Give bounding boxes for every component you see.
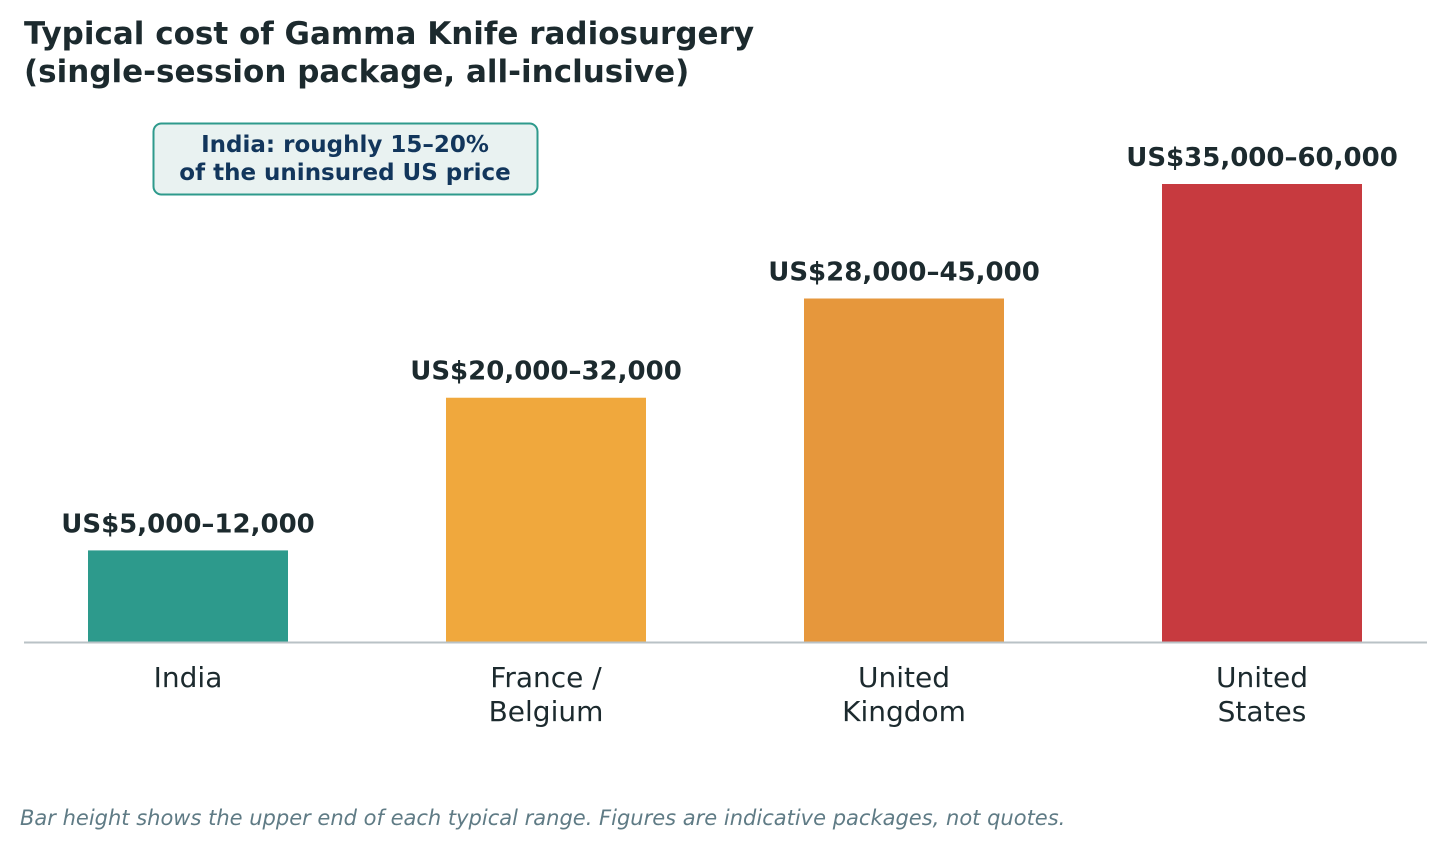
x-tick-label-1-line-0: France / (490, 661, 602, 694)
chart-title-line-2: (single-session package, all-inclusive) (24, 54, 690, 90)
chart-title-line-1: Typical cost of Gamma Knife radiosurgery (24, 16, 755, 52)
x-tick-label-2-line-1: Kingdom (842, 695, 966, 728)
bar-3 (1162, 184, 1362, 642)
footnote: Bar height shows the upper end of each t… (20, 806, 1066, 830)
value-label-0: US$5,000–12,000 (61, 509, 315, 539)
x-tick-label-0-line-0: India (154, 661, 223, 694)
x-tick-label-3-line-1: States (1218, 695, 1307, 728)
x-tick-label-3-line-0: United (1216, 661, 1308, 694)
annotation-line-2: of the uninsured US price (179, 160, 510, 186)
chart-title: Typical cost of Gamma Knife radiosurgery… (24, 15, 754, 91)
x-tick-labels-group: India France /BelgiumUnitedKingdomUnitedS… (154, 661, 1308, 728)
bar-1 (446, 397, 646, 642)
bar-2 (804, 298, 1004, 642)
annotation-line-1: India: roughly 15–20% (201, 132, 489, 158)
value-labels-group: US$5,000–12,000 US$20,000–32,000 US$28,000… (61, 143, 1398, 539)
annotation-callout: India: roughly 15–20% of the uninsured U… (152, 122, 539, 196)
x-tick-label-2-line-0: United (858, 661, 950, 694)
annotation-box (152, 122, 539, 196)
value-label-2: US$28,000–45,000 (768, 258, 1040, 288)
bars-group (88, 184, 1362, 642)
x-tick-label-1-line-1: Belgium (489, 695, 604, 728)
value-label-3: US$35,000–60,000 (1126, 143, 1398, 173)
value-label-1: US$20,000–32,000 (410, 357, 682, 387)
bar-0 (88, 550, 288, 642)
